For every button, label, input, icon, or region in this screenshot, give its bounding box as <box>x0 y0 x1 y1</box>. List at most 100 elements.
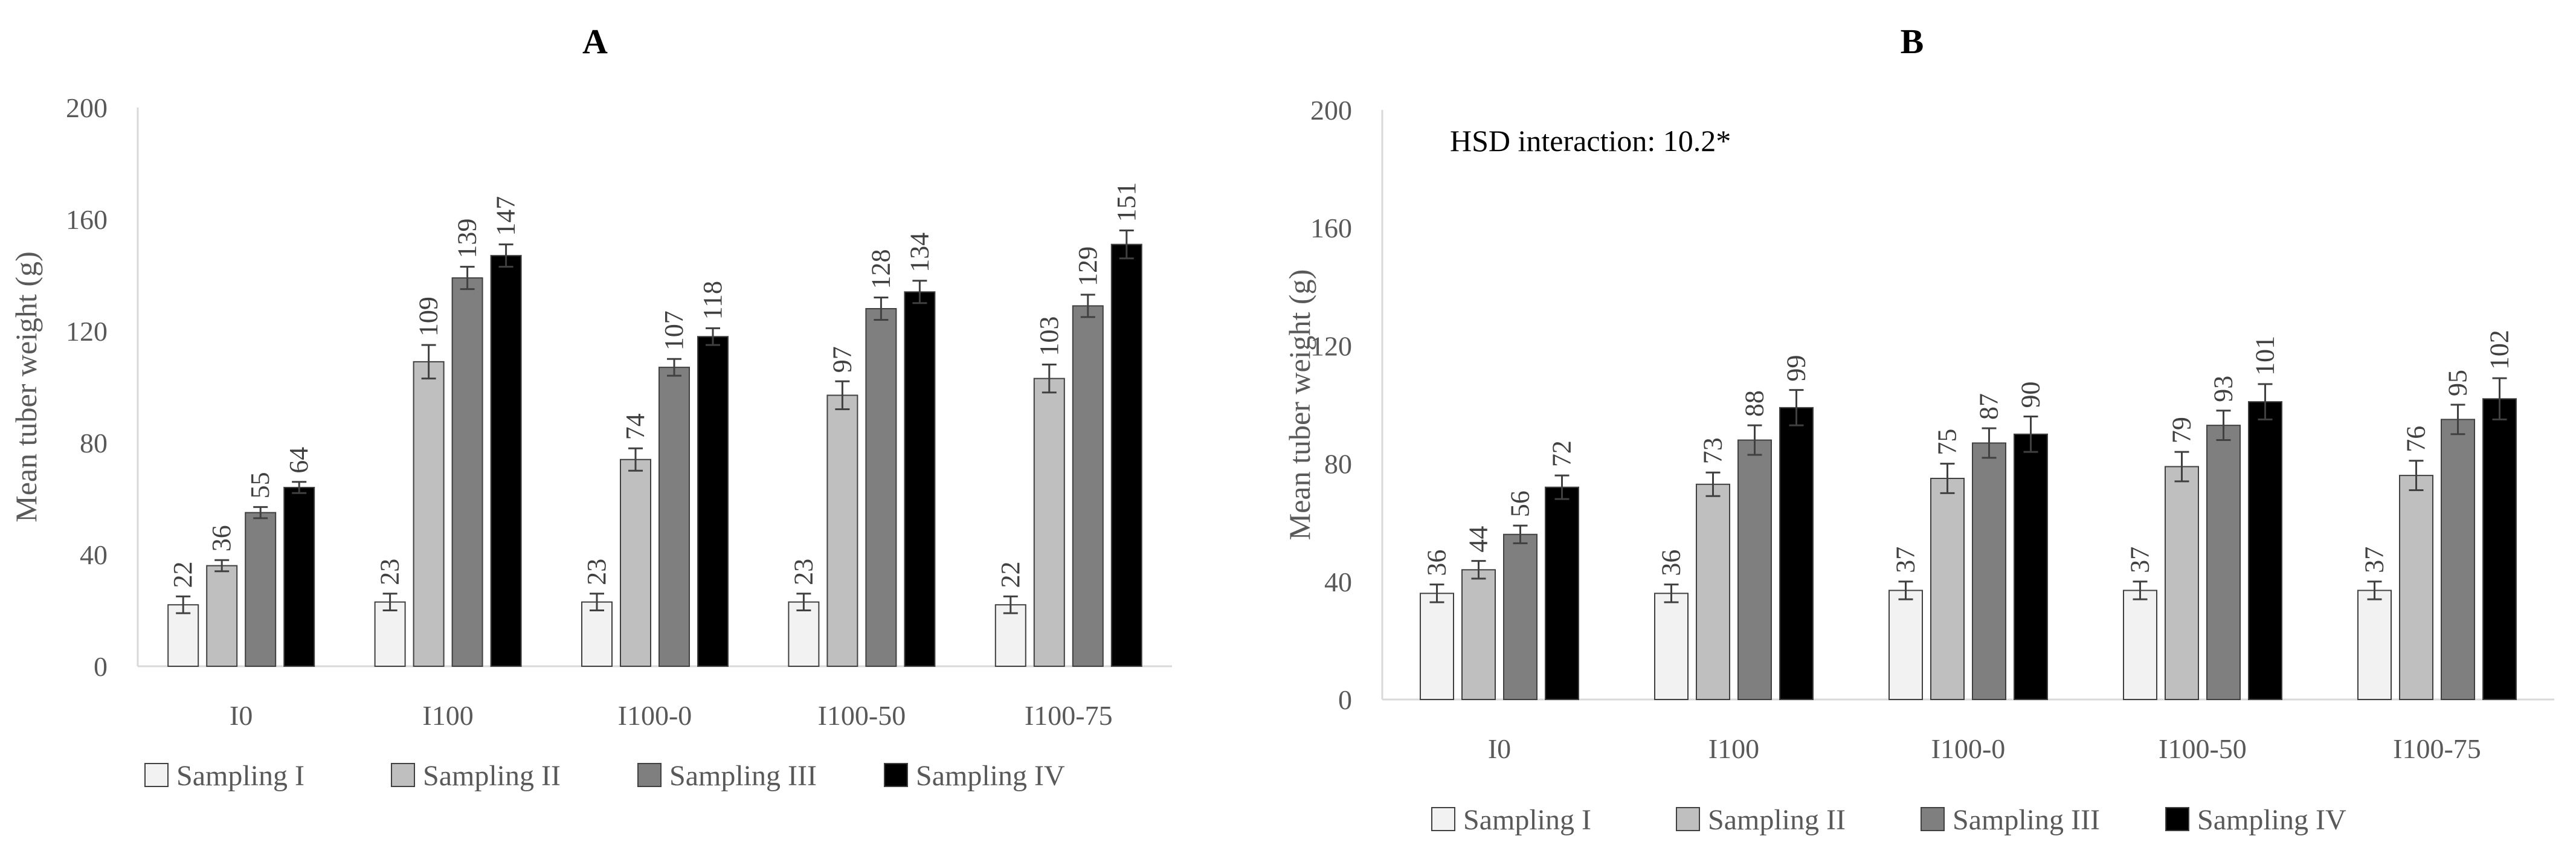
data-label: 90 <box>2016 382 2046 408</box>
bar <box>994 604 1026 667</box>
legend-label: Sampling III <box>669 760 817 792</box>
y-tick-label: 160 <box>1310 213 1352 243</box>
y-tick-label: 200 <box>1310 95 1352 126</box>
data-label: 97 <box>827 346 857 373</box>
bar <box>1503 533 1538 700</box>
legend-swatch <box>391 763 415 787</box>
data-label: 95 <box>2443 370 2473 396</box>
bar <box>2399 475 2433 700</box>
y-tick-label: 0 <box>94 651 108 682</box>
data-label: 93 <box>2209 376 2238 402</box>
x-category-label: I100-75 <box>1025 700 1113 731</box>
data-label: 64 <box>284 447 314 474</box>
x-category-label: I100-75 <box>2393 733 2481 764</box>
data-label: 102 <box>2485 330 2514 370</box>
x-category-label: I0 <box>230 700 253 731</box>
bar <box>1696 483 1730 700</box>
data-label: 79 <box>2167 417 2197 443</box>
data-label: 23 <box>582 559 611 585</box>
legend-swatch <box>1431 807 1455 831</box>
bar <box>1930 478 1965 700</box>
y-tick-label: 0 <box>1338 684 1352 715</box>
bar <box>1545 486 1579 700</box>
legend-swatch <box>884 763 908 787</box>
bar <box>2482 398 2517 700</box>
legend-swatch <box>1676 807 1700 831</box>
legend-label: Sampling IV <box>2197 804 2346 836</box>
y-tick-label: 120 <box>66 316 108 347</box>
bar <box>1972 442 2006 700</box>
bar <box>1072 305 1104 667</box>
bar <box>2014 433 2048 700</box>
data-label: 109 <box>414 297 443 336</box>
bar <box>620 458 651 667</box>
bar <box>2123 590 2157 700</box>
data-label: 107 <box>659 310 689 350</box>
bar <box>1654 593 1689 700</box>
data-label: 22 <box>168 561 198 588</box>
data-label: 23 <box>375 559 405 585</box>
legend-swatch <box>637 763 662 787</box>
x-category-label: I100 <box>1708 733 1759 764</box>
y-tick-label: 80 <box>80 428 108 458</box>
bar <box>788 601 820 667</box>
bar <box>283 487 315 667</box>
data-label: 99 <box>1782 355 1811 382</box>
y-axis-title: Mean tuber weight (g) <box>9 251 43 522</box>
data-label: 37 <box>1891 547 1921 573</box>
data-label: 103 <box>1034 317 1064 356</box>
y-tick-label: 120 <box>1310 330 1352 361</box>
data-label: 139 <box>452 219 482 259</box>
chart-panel-b: B 0 40 80 120 160 200 Mean tuber weight (g) 36 44… <box>1283 22 2554 836</box>
data-label: 76 <box>2401 426 2431 452</box>
data-label: 134 <box>904 233 934 272</box>
data-label: 37 <box>2360 547 2389 573</box>
bar <box>826 394 858 667</box>
x-category-label: I100-0 <box>618 700 692 731</box>
bar <box>206 565 238 667</box>
bar <box>2206 425 2241 700</box>
bar <box>167 604 199 667</box>
bar <box>658 367 690 667</box>
data-label: 44 <box>1464 526 1493 553</box>
data-label: 36 <box>1657 550 1686 576</box>
bar <box>1889 590 1923 700</box>
bar <box>2248 401 2282 700</box>
bar <box>245 512 277 667</box>
data-label: 101 <box>2250 336 2280 376</box>
annotation-text: HSD interaction: 10.2* <box>1450 124 1731 158</box>
legend-swatch <box>2165 807 2189 831</box>
data-label: 88 <box>1740 390 1769 417</box>
bar <box>1420 593 1454 700</box>
data-label: 73 <box>1698 437 1728 464</box>
data-label: 128 <box>866 249 895 289</box>
legend-label: Sampling II <box>423 760 561 792</box>
data-label: 75 <box>1933 429 1962 455</box>
x-category-label: I0 <box>1488 733 1511 764</box>
bar <box>413 361 445 667</box>
x-category-label: I100-0 <box>1931 733 2006 764</box>
x-category-label: I100-50 <box>818 700 906 731</box>
bar <box>581 601 613 667</box>
data-label: 37 <box>2125 547 2155 573</box>
bar <box>2357 590 2392 700</box>
legend-label: Sampling III <box>1953 804 2100 836</box>
data-label: 36 <box>207 525 236 551</box>
legend-swatch <box>1921 807 1945 831</box>
legend-swatch <box>144 763 169 787</box>
bar <box>2441 419 2475 701</box>
y-tick-label: 80 <box>1324 449 1352 480</box>
y-axis-title: Mean tuber weight (g) <box>1283 269 1316 540</box>
data-label: 118 <box>698 281 727 320</box>
data-label: 56 <box>1505 490 1535 517</box>
data-label: 87 <box>1974 393 2004 420</box>
data-label: 22 <box>996 561 1025 588</box>
y-tick-label: 200 <box>66 92 108 123</box>
bar <box>2165 466 2199 700</box>
bar <box>451 277 483 667</box>
bar <box>1779 407 1814 700</box>
x-category-label: I100-50 <box>2159 733 2247 764</box>
bar <box>374 601 406 667</box>
data-label: 147 <box>491 196 521 236</box>
